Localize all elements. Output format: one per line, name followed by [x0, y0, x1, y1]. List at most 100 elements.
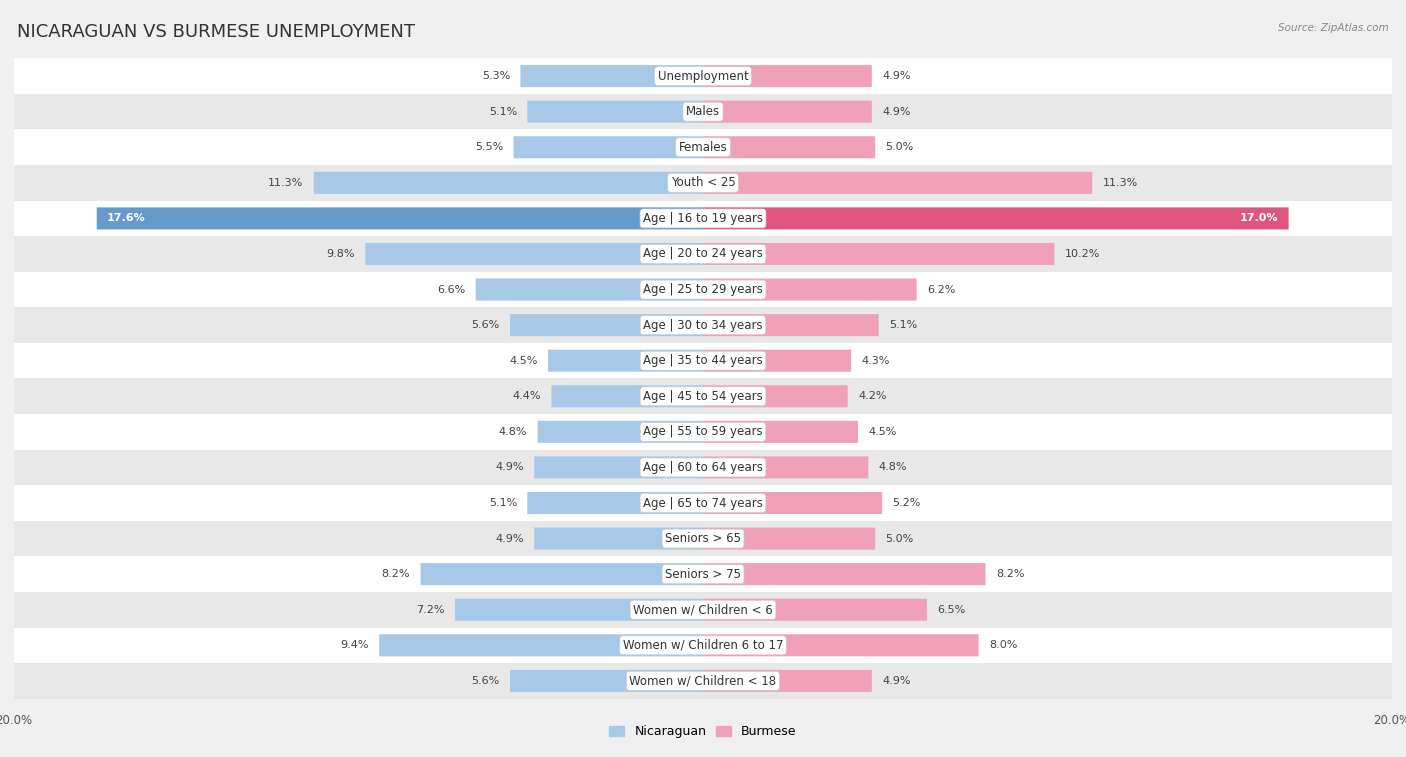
Text: 7.2%: 7.2% — [416, 605, 444, 615]
FancyBboxPatch shape — [513, 136, 703, 158]
Text: Age | 20 to 24 years: Age | 20 to 24 years — [643, 248, 763, 260]
Bar — [14, 307, 1392, 343]
Bar — [14, 592, 1392, 628]
Text: 4.9%: 4.9% — [495, 534, 524, 544]
Text: Seniors > 65: Seniors > 65 — [665, 532, 741, 545]
Text: Males: Males — [686, 105, 720, 118]
FancyBboxPatch shape — [520, 65, 703, 87]
Text: 5.3%: 5.3% — [482, 71, 510, 81]
Text: 10.2%: 10.2% — [1064, 249, 1099, 259]
FancyBboxPatch shape — [703, 385, 848, 407]
FancyBboxPatch shape — [314, 172, 703, 194]
FancyBboxPatch shape — [551, 385, 703, 407]
Text: 11.3%: 11.3% — [1102, 178, 1137, 188]
Text: Females: Females — [679, 141, 727, 154]
FancyBboxPatch shape — [97, 207, 703, 229]
FancyBboxPatch shape — [703, 528, 875, 550]
Bar — [14, 378, 1392, 414]
Text: 5.1%: 5.1% — [489, 498, 517, 508]
Text: Age | 65 to 74 years: Age | 65 to 74 years — [643, 497, 763, 509]
FancyBboxPatch shape — [703, 421, 858, 443]
FancyBboxPatch shape — [380, 634, 703, 656]
Text: 4.8%: 4.8% — [499, 427, 527, 437]
FancyBboxPatch shape — [420, 563, 703, 585]
Bar — [14, 556, 1392, 592]
Text: Age | 35 to 44 years: Age | 35 to 44 years — [643, 354, 763, 367]
FancyBboxPatch shape — [703, 599, 927, 621]
FancyBboxPatch shape — [475, 279, 703, 301]
Text: 11.3%: 11.3% — [269, 178, 304, 188]
Bar — [14, 94, 1392, 129]
FancyBboxPatch shape — [366, 243, 703, 265]
FancyBboxPatch shape — [534, 528, 703, 550]
Text: Age | 60 to 64 years: Age | 60 to 64 years — [643, 461, 763, 474]
Text: 4.3%: 4.3% — [862, 356, 890, 366]
FancyBboxPatch shape — [703, 172, 1092, 194]
Text: 4.5%: 4.5% — [509, 356, 537, 366]
Text: 8.0%: 8.0% — [988, 640, 1018, 650]
FancyBboxPatch shape — [703, 314, 879, 336]
FancyBboxPatch shape — [703, 243, 1054, 265]
Text: Youth < 25: Youth < 25 — [671, 176, 735, 189]
FancyBboxPatch shape — [703, 456, 869, 478]
Text: 4.8%: 4.8% — [879, 463, 907, 472]
Text: 6.5%: 6.5% — [938, 605, 966, 615]
Text: 4.9%: 4.9% — [495, 463, 524, 472]
Text: 5.6%: 5.6% — [471, 320, 499, 330]
Text: NICARAGUAN VS BURMESE UNEMPLOYMENT: NICARAGUAN VS BURMESE UNEMPLOYMENT — [17, 23, 415, 41]
Bar — [14, 485, 1392, 521]
Text: 4.2%: 4.2% — [858, 391, 887, 401]
Text: 5.0%: 5.0% — [886, 534, 914, 544]
Text: Seniors > 75: Seniors > 75 — [665, 568, 741, 581]
Text: Age | 55 to 59 years: Age | 55 to 59 years — [643, 425, 763, 438]
Text: 5.1%: 5.1% — [489, 107, 517, 117]
Text: 6.2%: 6.2% — [927, 285, 955, 294]
Text: 17.0%: 17.0% — [1240, 213, 1278, 223]
Bar — [14, 236, 1392, 272]
Bar — [14, 343, 1392, 378]
Text: Age | 45 to 54 years: Age | 45 to 54 years — [643, 390, 763, 403]
Text: 5.2%: 5.2% — [893, 498, 921, 508]
Bar — [14, 628, 1392, 663]
Text: Source: ZipAtlas.com: Source: ZipAtlas.com — [1278, 23, 1389, 33]
FancyBboxPatch shape — [703, 634, 979, 656]
FancyBboxPatch shape — [703, 101, 872, 123]
Text: Women w/ Children < 18: Women w/ Children < 18 — [630, 674, 776, 687]
Text: 5.5%: 5.5% — [475, 142, 503, 152]
Text: Women w/ Children < 6: Women w/ Children < 6 — [633, 603, 773, 616]
Text: 9.8%: 9.8% — [326, 249, 356, 259]
Text: 4.9%: 4.9% — [882, 71, 911, 81]
Legend: Nicaraguan, Burmese: Nicaraguan, Burmese — [605, 721, 801, 743]
Bar — [14, 129, 1392, 165]
Text: 5.6%: 5.6% — [471, 676, 499, 686]
FancyBboxPatch shape — [537, 421, 703, 443]
Text: 8.2%: 8.2% — [381, 569, 411, 579]
Text: 4.5%: 4.5% — [869, 427, 897, 437]
Text: 9.4%: 9.4% — [340, 640, 368, 650]
Text: 5.0%: 5.0% — [886, 142, 914, 152]
Text: 4.9%: 4.9% — [882, 107, 911, 117]
Bar — [14, 663, 1392, 699]
FancyBboxPatch shape — [548, 350, 703, 372]
Text: 4.4%: 4.4% — [513, 391, 541, 401]
Text: Age | 25 to 29 years: Age | 25 to 29 years — [643, 283, 763, 296]
FancyBboxPatch shape — [703, 350, 851, 372]
Bar — [14, 521, 1392, 556]
FancyBboxPatch shape — [527, 492, 703, 514]
Bar — [14, 272, 1392, 307]
FancyBboxPatch shape — [703, 670, 872, 692]
Text: 4.9%: 4.9% — [882, 676, 911, 686]
Text: Age | 30 to 34 years: Age | 30 to 34 years — [643, 319, 763, 332]
FancyBboxPatch shape — [527, 101, 703, 123]
Text: 17.6%: 17.6% — [107, 213, 146, 223]
FancyBboxPatch shape — [703, 279, 917, 301]
FancyBboxPatch shape — [510, 670, 703, 692]
FancyBboxPatch shape — [703, 207, 1289, 229]
FancyBboxPatch shape — [703, 563, 986, 585]
Bar — [14, 414, 1392, 450]
FancyBboxPatch shape — [703, 492, 882, 514]
FancyBboxPatch shape — [703, 136, 875, 158]
Bar — [14, 165, 1392, 201]
FancyBboxPatch shape — [534, 456, 703, 478]
Text: 5.1%: 5.1% — [889, 320, 917, 330]
